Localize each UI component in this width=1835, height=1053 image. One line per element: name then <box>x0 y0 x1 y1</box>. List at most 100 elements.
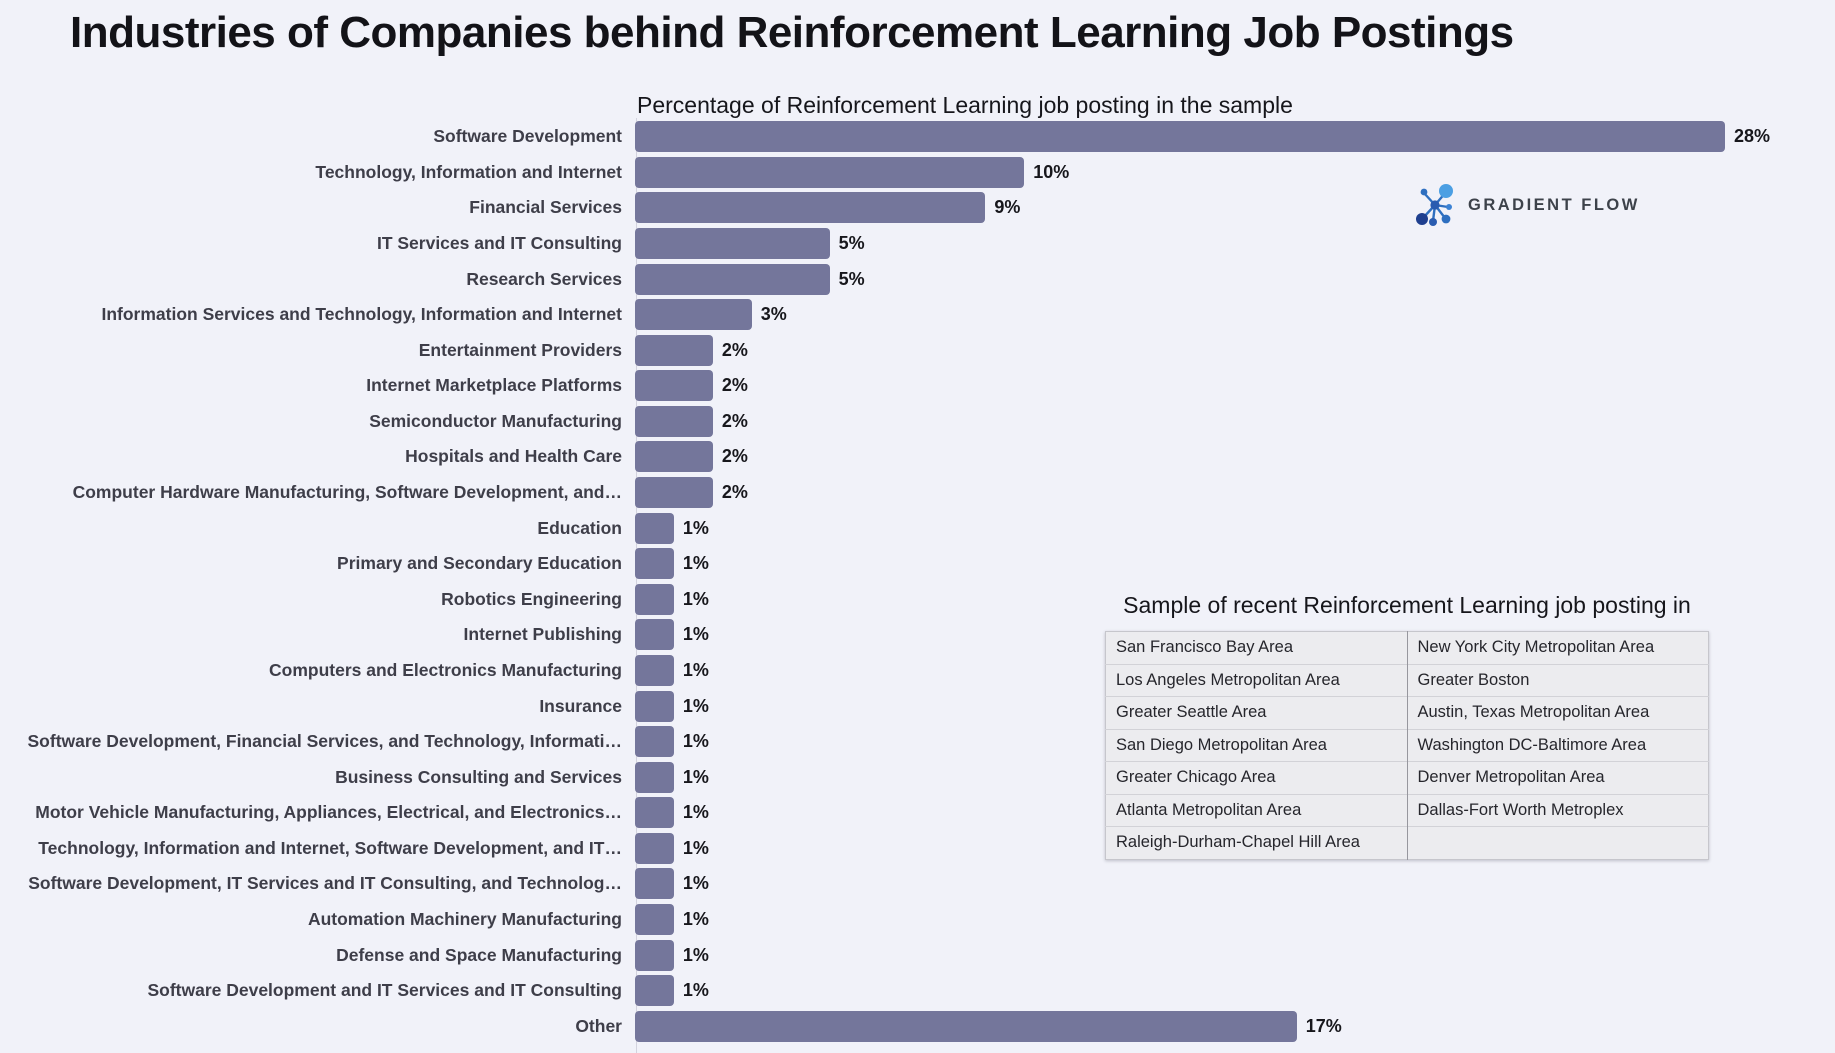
bar <box>635 939 674 971</box>
bar <box>635 263 830 295</box>
bar-area: 1% <box>635 797 1725 829</box>
location-cell: Austin, Texas Metropolitan Area <box>1407 696 1709 729</box>
network-icon <box>1416 184 1453 226</box>
value-label: 1% <box>682 873 709 894</box>
bar-area: 10% <box>635 156 1725 188</box>
location-cell: Greater Boston <box>1407 663 1709 697</box>
table-row: San Francisco Bay Area New York City Metr… <box>1105 631 1709 664</box>
bar <box>635 512 674 544</box>
category-label: Defense and Space Manufacturing <box>336 944 622 965</box>
bar-area: 1% <box>635 832 1725 864</box>
value-label: 17% <box>1305 1015 1342 1036</box>
category-label: Other <box>575 1015 622 1036</box>
category-label: Education <box>537 517 622 538</box>
chart-row: Technology, Information and Internet 10% <box>0 155 1835 191</box>
value-label: 1% <box>682 980 709 1001</box>
value-label: 5% <box>838 233 865 254</box>
bar-area: 17% <box>635 1010 1725 1042</box>
location-cell: Raleigh-Durham-Chapel Hill Area <box>1105 826 1408 859</box>
category-label: Hospitals and Health Care <box>405 446 622 467</box>
category-label: Insurance <box>539 695 622 716</box>
category-label: Financial Services <box>469 197 622 218</box>
chart-row: Internet Publishing 1% <box>0 617 1835 653</box>
value-label: 1% <box>682 837 709 858</box>
bar-area: 1% <box>635 583 1725 615</box>
category-label: Business Consulting and Services <box>335 766 622 787</box>
bar-area: 2% <box>635 441 1725 473</box>
bar <box>635 477 713 509</box>
value-label: 2% <box>721 446 748 467</box>
bar <box>635 121 1725 153</box>
bar-area: 3% <box>635 299 1725 331</box>
category-label: Research Services <box>466 268 622 289</box>
value-label: 2% <box>721 482 748 503</box>
bar <box>635 583 674 615</box>
category-label: IT Services and IT Consulting <box>376 233 622 254</box>
location-cell: New York City Metropolitan Area <box>1417 638 1655 657</box>
chart-row: IT Services and IT Consulting 5% <box>0 226 1835 262</box>
value-label: 1% <box>682 766 709 787</box>
bar <box>635 156 1025 188</box>
chart-row: Software Development, IT Services and IT… <box>0 866 1835 902</box>
bar <box>635 868 674 900</box>
locations-table: San Francisco Bay Area New York City Metr… <box>1105 631 1709 860</box>
bar-chart: Software Development 28% Technology, Infor… <box>0 119 1835 1044</box>
chart-row: Primary and Secondary Education 1% <box>0 546 1835 582</box>
chart-row: Technology, Information and Internet, So… <box>0 831 1835 867</box>
value-label: 1% <box>682 588 709 609</box>
value-label: 2% <box>721 410 748 431</box>
location-cell: Denver Metropolitan Area <box>1407 761 1709 794</box>
value-label: 1% <box>682 944 709 965</box>
category-label: Software Development <box>433 126 622 147</box>
location-cell: Los Angeles Metropolitan Area <box>1105 663 1408 697</box>
category-label: Computers and Electronics Manufacturing <box>269 659 622 680</box>
value-label: 1% <box>682 909 709 929</box>
bar <box>635 299 752 331</box>
chart-row: Research Services 5% <box>0 261 1835 297</box>
bar-area: 1% <box>635 868 1725 900</box>
category-label: Software Development, IT Services and IT… <box>28 873 622 894</box>
logo-text: GRADIENT FLOW <box>1468 195 1640 214</box>
value-label: 2% <box>721 339 748 360</box>
page-title: Industries of Companies behind Reinforce… <box>70 8 1514 57</box>
value-label: 5% <box>838 268 865 289</box>
value-label: 10% <box>1033 161 1070 182</box>
bar-area: 2% <box>635 405 1725 437</box>
chart-row: Software Development, Financial Services… <box>0 724 1835 760</box>
bar-area: 1% <box>635 939 1725 971</box>
value-label: 1% <box>682 659 709 680</box>
table-row: Greater Seattle Area Austin, Texas Metrop… <box>1105 696 1709 729</box>
value-label: 1% <box>682 624 709 645</box>
chart-row: Education 1% <box>0 510 1835 546</box>
bar <box>635 370 713 402</box>
value-label: 1% <box>682 553 709 574</box>
bar-area: 28% <box>635 121 1770 153</box>
bar <box>635 1010 1297 1042</box>
bar <box>635 441 713 473</box>
category-label: Semiconductor Manufacturing <box>369 410 622 431</box>
bar-area: 1% <box>635 512 1725 544</box>
bar <box>635 832 674 864</box>
chart-row: Information Services and Technology, Inf… <box>0 297 1835 333</box>
category-label: Internet Publishing <box>463 624 622 645</box>
chart-row: Semiconductor Manufacturing 2% <box>0 404 1835 440</box>
bar <box>635 726 674 758</box>
chart-row: Defense and Space Manufacturing 1% <box>0 937 1835 973</box>
bar-area: 1% <box>635 975 1725 1007</box>
bar <box>635 228 830 260</box>
location-cell: San Francisco Bay Area <box>1105 631 1408 664</box>
chart-row: Automation Machinery Manufacturing 1% <box>0 902 1835 938</box>
bar <box>635 904 674 935</box>
value-label: 1% <box>682 731 709 752</box>
category-label: Primary and Secondary Education <box>337 553 622 574</box>
chart-row: Other 17% <box>0 1008 1835 1044</box>
bar-area: 2% <box>635 370 1725 402</box>
chart-row: Computer Hardware Manufacturing, Softwar… <box>0 475 1835 511</box>
table-row: San Diego Metropolitan Area Washington DC… <box>1105 728 1709 762</box>
bar <box>635 654 674 686</box>
category-label: Automation Machinery Manufacturing <box>307 909 622 929</box>
table-row: Atlanta Metropolitan Area Dallas-Fort Wor… <box>1105 793 1709 827</box>
bar-area: 1% <box>635 761 1725 793</box>
location-cell: Greater Seattle Area <box>1105 696 1408 729</box>
